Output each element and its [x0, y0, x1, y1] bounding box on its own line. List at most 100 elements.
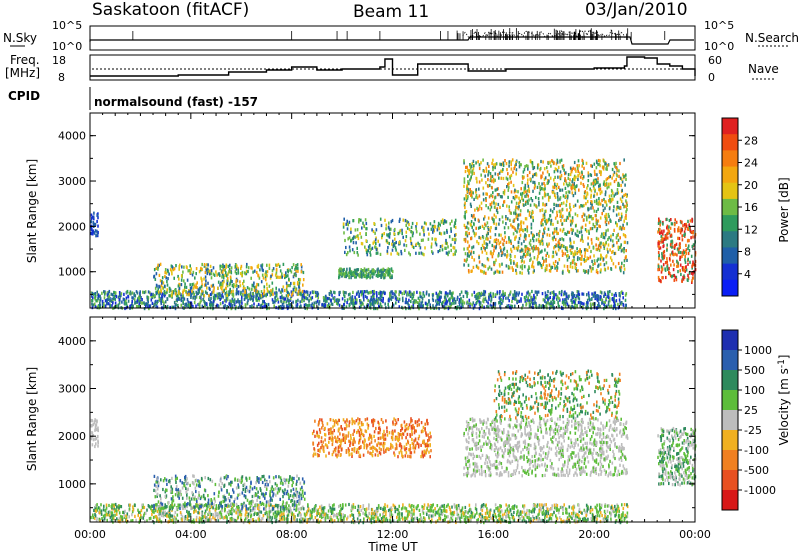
range-gate-cell: [571, 259, 574, 263]
range-gate-cell: [583, 213, 586, 217]
range-gate-cell: [432, 251, 434, 255]
colorbar-swatch: [722, 150, 738, 168]
range-gate-cell: [303, 289, 305, 294]
range-gate-cell: [134, 300, 137, 304]
range-gate-cell: [553, 235, 555, 239]
beam-title: Beam 11: [353, 2, 429, 22]
range-gate-cell: [193, 284, 195, 288]
range-gate-cell: [584, 223, 587, 227]
range-gate-cell: [352, 219, 354, 223]
range-gate-cell: [544, 299, 546, 303]
range-gate-cell: [603, 159, 605, 163]
range-gate-cell: [573, 255, 575, 259]
range-gate-cell: [377, 271, 380, 275]
range-gate-cell: [218, 292, 220, 296]
range-gate-cell: [232, 285, 235, 289]
range-gate-cell: [104, 304, 107, 308]
range-gate-cell: [394, 290, 397, 294]
range-gate-cell: [352, 270, 355, 275]
range-gate-cell: [674, 243, 676, 248]
range-gate-cell: [463, 301, 466, 305]
range-gate-cell: [690, 236, 692, 240]
range-gate-cell: [275, 298, 277, 303]
range-gate-cell: [576, 214, 579, 218]
range-gate-cell: [585, 202, 587, 206]
range-gate-cell: [431, 224, 434, 228]
range-gate-cell: [533, 234, 535, 238]
range-gate-cell: [511, 158, 514, 162]
range-gate-cell: [477, 295, 479, 300]
range-gate-cell: [509, 257, 511, 262]
range-gate-cell: [356, 517, 359, 521]
range-gate-cell: [378, 304, 380, 308]
range-gate-cell: [245, 292, 248, 296]
range-gate-cell: [338, 303, 341, 307]
range-gate-cell: [527, 250, 529, 254]
range-gate-cell: [385, 227, 387, 231]
range-gate-cell: [687, 276, 690, 280]
range-gate-cell: [301, 297, 303, 301]
range-gate-cell: [556, 268, 558, 272]
range-gate-cell: [590, 193, 592, 197]
range-gate-cell: [260, 294, 263, 298]
range-gate-cell: [476, 206, 478, 210]
range-gate-cell: [532, 260, 534, 264]
range-gate-cell: [500, 249, 502, 253]
range-gate-cell: [374, 270, 377, 274]
range-gate-cell: [533, 186, 536, 190]
range-gate-cell: [595, 198, 598, 202]
range-gate-cell: [290, 290, 293, 294]
range-gate-cell: [486, 192, 488, 196]
range-gate-cell: [538, 303, 541, 308]
range-gate-cell: [381, 290, 383, 295]
range-gate-cell: [138, 304, 140, 309]
range-gate-cell: [394, 296, 397, 300]
range-gate-cell: [358, 294, 360, 298]
range-gate-cell: [187, 300, 189, 304]
cpid-text: normalsound (fast) -157: [94, 95, 258, 109]
range-gate-cell: [99, 305, 102, 309]
range-gate-cell: [306, 292, 309, 297]
range-gate-cell: [622, 202, 624, 206]
range-gate-cell: [561, 244, 564, 248]
range-gate-cell: [173, 300, 176, 305]
range-gate-cell: [485, 197, 487, 201]
range-gate-cell: [521, 197, 523, 201]
range-gate-cell: [464, 216, 466, 220]
range-gate-cell: [347, 271, 350, 275]
range-gate-cell: [281, 275, 283, 279]
range-gate-cell: [492, 165, 494, 169]
range-gate-cell: [287, 299, 289, 303]
range-gate-cell: [498, 270, 501, 274]
range-gate-cell: [555, 503, 558, 507]
range-gate-cell: [366, 227, 368, 231]
range-gate-cell: [569, 248, 572, 252]
range-gate-cell: [469, 305, 471, 309]
range-gate-cell: [366, 296, 368, 300]
range-gate-cell: [494, 188, 497, 192]
range-gate-cell: [568, 190, 571, 194]
range-gate-cell: [465, 194, 467, 198]
range-gate-cell: [664, 234, 667, 238]
range-gate-cell: [586, 256, 589, 260]
range-gate-cell: [423, 221, 426, 225]
range-gate-cell: [283, 273, 286, 278]
range-gate-cell: [432, 298, 435, 302]
range-gate-cell: [246, 286, 249, 290]
range-gate-cell: [362, 292, 365, 296]
range-gate-cell: [589, 173, 592, 177]
range-gate-cell: [516, 264, 519, 268]
range-gate-cell: [445, 301, 447, 305]
range-gate-cell: [242, 282, 244, 286]
range-gate-cell: [527, 194, 529, 198]
range-gate-cell: [231, 297, 234, 301]
range-gate-cell: [554, 245, 556, 249]
range-gate-cell: [112, 296, 115, 301]
range-gate-cell: [353, 250, 356, 255]
range-gate-cell: [470, 190, 473, 194]
range-gate-cell: [537, 248, 540, 252]
range-gate-cell: [603, 180, 605, 184]
range-gate-cell: [240, 300, 242, 304]
range-gate-cell: [225, 286, 227, 290]
range-gate-cell: [543, 212, 546, 216]
